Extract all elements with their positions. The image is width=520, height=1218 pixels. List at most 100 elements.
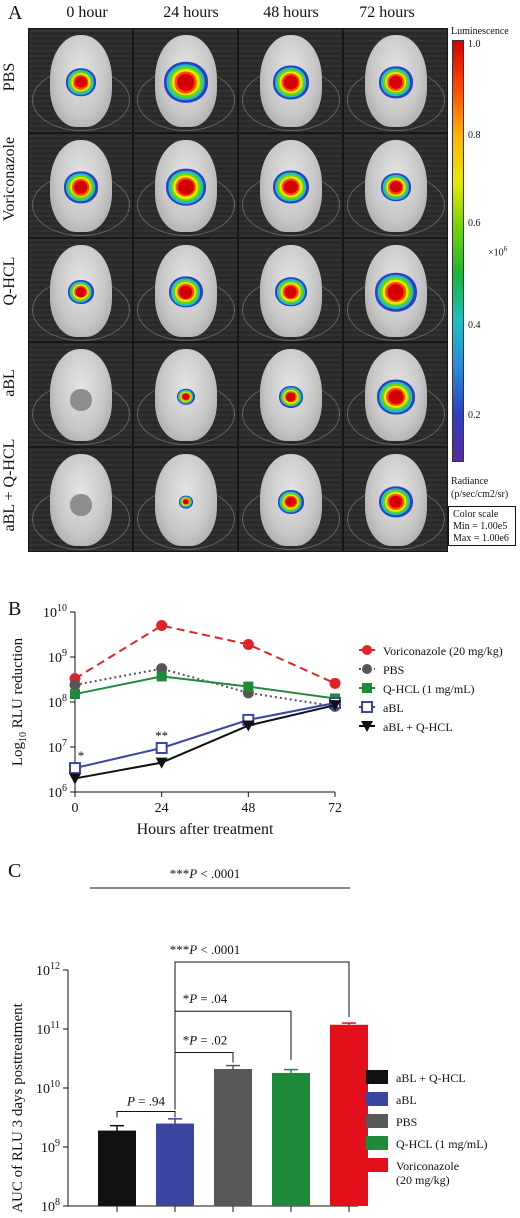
mouse-image-r1-c3 xyxy=(344,133,447,237)
data-point xyxy=(155,742,168,755)
x-tick-label: 48 xyxy=(241,801,255,816)
legend-label: PBS xyxy=(383,663,404,677)
colorbar-tick-0-6: 0.6 xyxy=(468,218,481,229)
color-scale-box: Color scale Min = 1.00e5 Max = 1.00e6 xyxy=(448,506,516,546)
colorbar-multiplier: ×106 xyxy=(488,245,508,259)
x-tick-label: 72 xyxy=(328,801,342,816)
legend-label: Voriconazole xyxy=(396,1159,459,1173)
y-tick-label: 1011 xyxy=(36,1020,60,1038)
signal-blob xyxy=(176,74,195,91)
radiance-label: Radiance xyxy=(451,476,489,487)
y-tick-label: 1010 xyxy=(36,1079,60,1097)
y-tick-label: 107 xyxy=(48,738,67,756)
signal-blob xyxy=(388,76,403,89)
legend-marker xyxy=(361,721,373,732)
radiance-units: (p/sec/cm2/sr) xyxy=(451,489,509,500)
row-header-abl: aBL xyxy=(1,369,18,397)
y-tick-label: 109 xyxy=(41,1138,60,1156)
wound-site xyxy=(69,388,92,411)
significance-label: ***P < .0001 xyxy=(170,942,241,957)
mouse-image-r2-c0 xyxy=(29,238,132,342)
mouse-image-r3-c3 xyxy=(344,343,447,447)
mouse-image-r1-c1 xyxy=(134,133,237,237)
significance-marker: ** xyxy=(155,728,168,743)
signal-blob xyxy=(387,284,404,300)
legend-label: aBL xyxy=(383,701,404,715)
signal-blob xyxy=(387,389,404,404)
colorbar xyxy=(452,40,464,462)
row-header-qhcl: Q-HCL xyxy=(1,256,18,306)
panel-b-letter: B xyxy=(8,598,22,620)
data-point xyxy=(156,620,168,632)
y-tick-label: 1010 xyxy=(43,603,67,621)
column-header-72h: 72 hours xyxy=(359,4,415,21)
x-tick-label: 0 xyxy=(72,801,79,816)
data-point xyxy=(156,671,167,682)
signal-blob xyxy=(177,179,194,195)
legend-label: PBS xyxy=(396,1115,417,1129)
legend-label: (20 mg/kg) xyxy=(396,1173,450,1187)
bracket xyxy=(116,1110,176,1118)
bar-3 xyxy=(272,1072,310,1206)
bracket xyxy=(174,1051,234,1110)
row-header-pbs: PBS xyxy=(1,62,18,92)
mouse-image-r0-c3 xyxy=(344,29,447,132)
color-scale-min: Min = 1.00e5 xyxy=(453,521,508,532)
data-point xyxy=(155,757,168,769)
data-point xyxy=(69,773,81,785)
y-tick-label: 109 xyxy=(48,648,67,666)
data-point xyxy=(329,700,341,712)
signal-blob xyxy=(284,286,297,298)
y-tick-label: 108 xyxy=(48,693,67,711)
signal-blob xyxy=(388,495,403,508)
mouse-image-r4-c0 xyxy=(29,448,132,551)
panel-c-letter: C xyxy=(8,860,22,882)
legend-swatch xyxy=(366,1070,388,1084)
bioluminescence-image-grid xyxy=(28,28,448,552)
y-tick-label: 106 xyxy=(48,783,67,801)
y-axis-title: Log10 RLU reduction xyxy=(10,637,29,766)
row-header-voriconazole: Voriconazole xyxy=(1,136,18,222)
signal-blob xyxy=(285,392,296,402)
series-line-1 xyxy=(74,667,336,708)
panel-a-letter: A xyxy=(8,2,23,24)
signal-blob xyxy=(73,181,88,194)
bracket xyxy=(174,961,350,1017)
signal-blob xyxy=(283,75,298,90)
colorbar-tick-0-2: 0.2 xyxy=(468,410,481,421)
mouse-image-r3-c0 xyxy=(29,343,132,447)
y-axis-title: AUC of RLU 3 days posttreatment xyxy=(10,1002,26,1212)
significance-marker: * xyxy=(78,748,85,763)
colorbar-tick-1-0: 1.0 xyxy=(468,39,481,50)
colorbar-tick-0-8: 0.8 xyxy=(468,130,481,141)
signal-blob xyxy=(182,499,189,505)
series-line-3 xyxy=(74,702,336,770)
legend-label: aBL + Q-HCL xyxy=(396,1071,466,1085)
series-line-4 xyxy=(74,704,336,780)
x-tick-label: 24 xyxy=(155,801,169,816)
color-scale-max: Max = 1.00e6 xyxy=(453,533,509,544)
series-line-2 xyxy=(74,675,336,700)
mouse-image-r0-c0 xyxy=(29,29,132,132)
signal-blob xyxy=(283,180,298,194)
mouse-image-r1-c0 xyxy=(29,133,132,237)
row-header-abl-qhcl: aBL + Q-HCL xyxy=(1,438,18,532)
legend-label: aBL + Q-HCL xyxy=(383,720,453,734)
mouse-image-r4-c2 xyxy=(239,448,342,551)
signal-blob xyxy=(178,285,193,299)
legend-marker xyxy=(362,683,372,693)
bar-4 xyxy=(330,1024,368,1206)
mouse-image-r4-c1 xyxy=(134,448,237,551)
data-point xyxy=(243,681,254,692)
column-header-48h: 48 hours xyxy=(263,4,319,21)
bar-1 xyxy=(156,1123,194,1206)
significance-label: ***P < .0001 xyxy=(170,866,241,881)
mouse-image-r3-c2 xyxy=(239,343,342,447)
bracket xyxy=(174,1010,292,1060)
legend-swatch xyxy=(366,1158,388,1172)
legend-label: Q-HCL (1 mg/mL) xyxy=(396,1137,488,1151)
bar-2 xyxy=(214,1068,252,1206)
legend-label: aBL xyxy=(396,1093,417,1107)
mouse-image-r0-c1 xyxy=(134,29,237,132)
column-header-24h: 24 hours xyxy=(163,4,219,21)
